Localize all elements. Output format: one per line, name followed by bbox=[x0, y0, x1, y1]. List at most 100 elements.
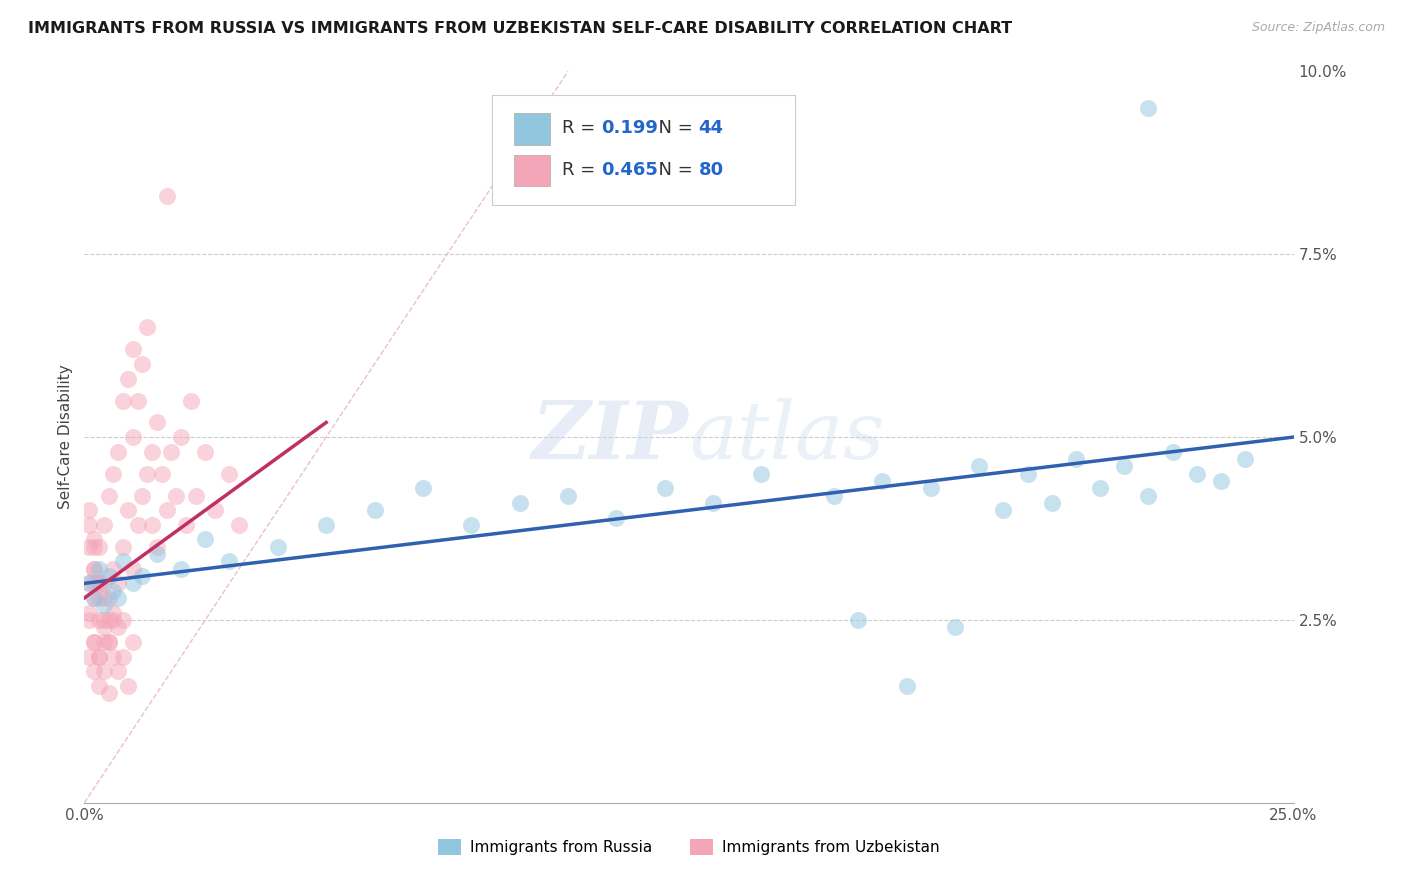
Point bbox=[267, 540, 290, 554]
Point bbox=[136, 320, 159, 334]
Point bbox=[103, 562, 125, 576]
Text: atlas: atlas bbox=[689, 399, 884, 475]
Point bbox=[93, 599, 115, 613]
Point bbox=[117, 679, 139, 693]
Point bbox=[87, 562, 110, 576]
Point bbox=[112, 613, 135, 627]
Point bbox=[194, 444, 217, 458]
Point bbox=[141, 444, 163, 458]
Point bbox=[1017, 467, 1039, 481]
Point bbox=[412, 481, 434, 495]
Point bbox=[77, 649, 100, 664]
Point bbox=[83, 664, 105, 678]
Point bbox=[1040, 496, 1063, 510]
Point bbox=[1064, 452, 1087, 467]
Text: N =: N = bbox=[647, 120, 699, 137]
Point bbox=[103, 583, 125, 598]
Point bbox=[107, 576, 129, 591]
Point bbox=[83, 635, 105, 649]
Point bbox=[1234, 452, 1257, 467]
Point bbox=[83, 533, 105, 547]
Point bbox=[823, 489, 845, 503]
Point bbox=[77, 540, 100, 554]
Point bbox=[112, 393, 135, 408]
FancyBboxPatch shape bbox=[513, 113, 550, 145]
Point bbox=[1137, 101, 1160, 115]
Point bbox=[107, 664, 129, 678]
Point bbox=[155, 188, 177, 202]
Point bbox=[846, 613, 869, 627]
Point bbox=[77, 606, 100, 620]
Legend: Immigrants from Russia, Immigrants from Uzbekistan: Immigrants from Russia, Immigrants from … bbox=[432, 833, 946, 861]
Point bbox=[93, 635, 115, 649]
Point bbox=[97, 613, 120, 627]
Point bbox=[174, 517, 197, 532]
Point bbox=[896, 679, 918, 693]
Point bbox=[509, 496, 531, 510]
Text: 80: 80 bbox=[699, 161, 724, 179]
Point bbox=[872, 474, 894, 488]
Point bbox=[127, 517, 149, 532]
Point bbox=[228, 517, 250, 532]
Point bbox=[77, 576, 100, 591]
Point bbox=[93, 591, 115, 605]
Point bbox=[103, 606, 125, 620]
Point bbox=[97, 635, 120, 649]
Point bbox=[460, 517, 482, 532]
Text: 44: 44 bbox=[699, 120, 724, 137]
Point bbox=[83, 591, 105, 605]
Point bbox=[121, 635, 143, 649]
Point bbox=[967, 459, 990, 474]
Point bbox=[77, 503, 100, 517]
Point bbox=[103, 467, 125, 481]
Point bbox=[117, 371, 139, 385]
Point bbox=[83, 591, 105, 605]
Point bbox=[83, 562, 105, 576]
Point bbox=[93, 517, 115, 532]
Point bbox=[315, 517, 337, 532]
Point bbox=[131, 357, 153, 371]
Point bbox=[87, 540, 110, 554]
Point bbox=[146, 547, 169, 561]
Point bbox=[87, 679, 110, 693]
Point bbox=[557, 489, 579, 503]
Text: 0.199: 0.199 bbox=[600, 120, 658, 137]
Point bbox=[702, 496, 724, 510]
Point bbox=[160, 444, 183, 458]
Point bbox=[97, 635, 120, 649]
Point bbox=[1209, 474, 1232, 488]
Point bbox=[97, 489, 120, 503]
Point bbox=[87, 649, 110, 664]
FancyBboxPatch shape bbox=[513, 154, 550, 186]
Point bbox=[112, 554, 135, 568]
Point bbox=[165, 489, 187, 503]
Point bbox=[97, 569, 120, 583]
FancyBboxPatch shape bbox=[492, 95, 796, 205]
Point bbox=[87, 576, 110, 591]
Point bbox=[136, 467, 159, 481]
Point bbox=[83, 562, 105, 576]
Point bbox=[107, 591, 129, 605]
Text: N =: N = bbox=[647, 161, 699, 179]
Text: IMMIGRANTS FROM RUSSIA VS IMMIGRANTS FROM UZBEKISTAN SELF-CARE DISABILITY CORREL: IMMIGRANTS FROM RUSSIA VS IMMIGRANTS FRO… bbox=[28, 21, 1012, 36]
Point bbox=[1114, 459, 1136, 474]
Point bbox=[150, 467, 173, 481]
Point bbox=[107, 620, 129, 634]
Point bbox=[83, 540, 105, 554]
Point bbox=[87, 591, 110, 605]
Point bbox=[103, 649, 125, 664]
Point bbox=[93, 576, 115, 591]
Point bbox=[83, 576, 105, 591]
Point bbox=[605, 510, 627, 524]
Point bbox=[1185, 467, 1208, 481]
Y-axis label: Self-Care Disability: Self-Care Disability bbox=[58, 365, 73, 509]
Text: Source: ZipAtlas.com: Source: ZipAtlas.com bbox=[1251, 21, 1385, 34]
Point bbox=[121, 430, 143, 444]
Point bbox=[170, 430, 193, 444]
Point bbox=[146, 540, 169, 554]
Point bbox=[121, 576, 143, 591]
Point bbox=[83, 635, 105, 649]
Point bbox=[131, 489, 153, 503]
Point bbox=[184, 489, 207, 503]
Point bbox=[155, 503, 177, 517]
